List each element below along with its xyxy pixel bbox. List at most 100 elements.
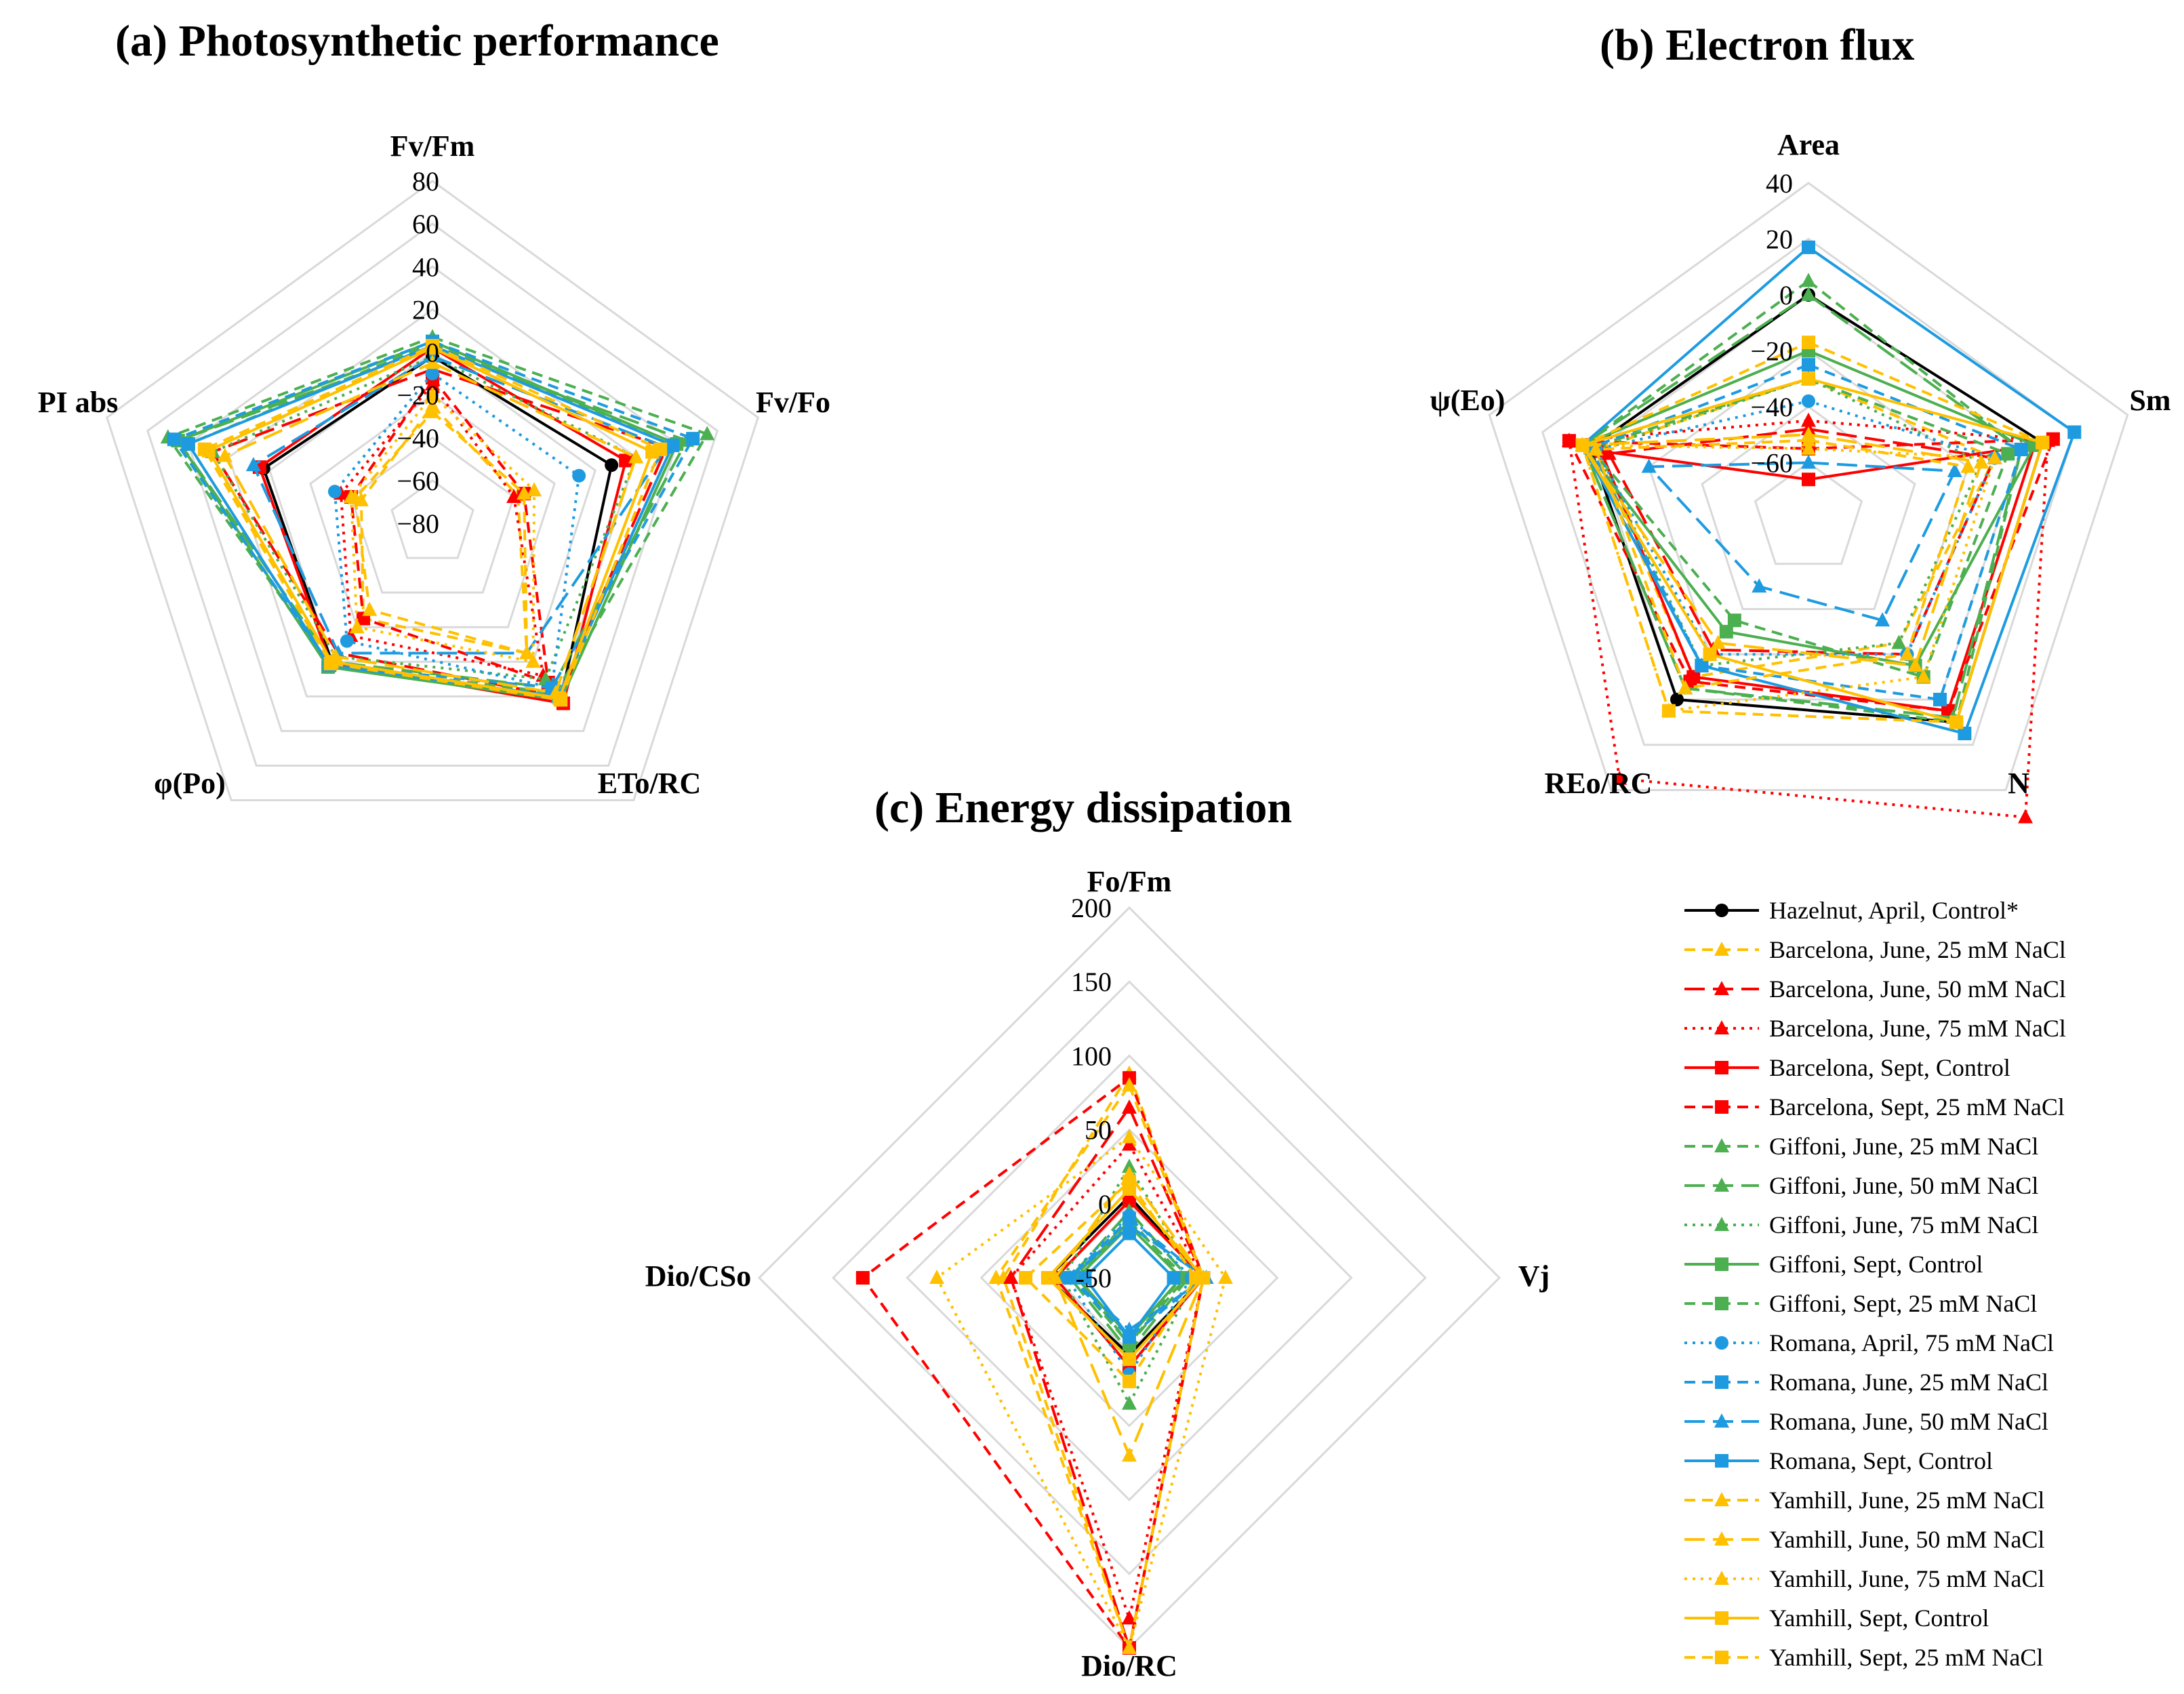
legend-label: Giffoni, Sept, 25 mM NaCl [1769, 1290, 2037, 1317]
legend-item: Giffoni, June, 25 mM NaCl [1684, 1133, 2038, 1160]
data-point [1003, 1270, 1019, 1284]
series-yamhill-june-50-mm-nacl-line [1581, 433, 1983, 667]
data-point [2036, 435, 2050, 449]
legend-marker [1714, 1571, 1729, 1585]
axis-label-area: Area [1777, 128, 1840, 161]
data-point [686, 432, 700, 446]
tick-labels: −80 −60 −40 −20 0 20 40 60 80 [397, 166, 439, 539]
legend-item: Romana, April, 75 mM NaCl [1684, 1329, 2054, 1356]
legend-marker [1714, 1177, 1729, 1192]
data-point [1670, 692, 1684, 706]
tick-label: 0 [426, 338, 439, 368]
data-point [1078, 1271, 1092, 1285]
series-romana-april-75-mm-nacl-line [333, 372, 581, 689]
grid-ring [757, 906, 1501, 1650]
data-point [1949, 715, 1964, 729]
axis-labels: Fo/Fm Vj Dio/RC Dio/CSo [645, 865, 1550, 1682]
series-romana-june-50-mm-nacl [1641, 454, 1962, 627]
series-yamhill-sept-control-line [1581, 377, 2044, 724]
legend-marker [1714, 981, 1729, 995]
tick-label: −40 [1750, 392, 1793, 422]
data-point [1727, 613, 1741, 628]
data-point [1123, 1352, 1136, 1367]
data-point [1588, 441, 1604, 456]
data-point [653, 442, 668, 456]
grid-ring [1754, 461, 1863, 565]
tick-label: −80 [397, 508, 439, 539]
series-romana-june-25-mm-nacl-line [172, 340, 695, 689]
series-romana-june-50-mm-nacl-line [251, 355, 668, 655]
tick-label: 20 [412, 294, 439, 325]
legend-marker [1715, 1651, 1728, 1664]
series-barcelona-sept-25-mm-nacl-line [1567, 437, 2055, 712]
legend-marker [1715, 1061, 1728, 1074]
data-point [1710, 634, 1726, 649]
grid-ring [832, 980, 1427, 1575]
data-point [343, 488, 359, 503]
legend-marker [1714, 1138, 1729, 1152]
legend-label: Giffoni, June, 25 mM NaCl [1769, 1133, 2038, 1160]
legend-marker [1715, 904, 1728, 917]
data-point [1875, 612, 1890, 627]
panel-a-title: (a) Photosynthetic performance [115, 16, 719, 66]
data-point [1802, 394, 1815, 408]
series-yamhill-sept-25-mm-nacl [1019, 1175, 1203, 1388]
data-point [426, 339, 439, 353]
legend-item: Barcelona, June, 25 mM NaCl [1684, 936, 2066, 963]
data-point [181, 437, 195, 451]
series-barcelona-june-75-mm-nacl [333, 376, 551, 682]
axis-label-pi-abs: PI abs [38, 386, 119, 419]
data-point [1123, 1226, 1136, 1241]
series-barcelona-june-25-mm-nacl-line [1594, 377, 1996, 679]
data-point [1916, 668, 1931, 683]
data-point [1801, 273, 1816, 287]
legend-item: Romana, Sept, Control [1684, 1447, 1993, 1474]
legend-item: Giffoni, June, 75 mM NaCl [1684, 1211, 2038, 1238]
series-yamhill-june-75-mm-nacl-line [349, 393, 536, 664]
data-point [425, 403, 440, 418]
axis-label-fv-fo: Fv/Fo [756, 386, 830, 419]
legend-label: Giffoni, June, 50 mM NaCl [1769, 1172, 2038, 1199]
legend-marker [1714, 1217, 1729, 1231]
data-point [929, 1270, 945, 1284]
data-point [988, 1270, 1004, 1284]
data-point [1122, 1136, 1137, 1151]
tick-label: −60 [1750, 448, 1793, 479]
data-point [2046, 432, 2060, 446]
panel-b: (b) Electron flux −60 −40 −20 0 20 40 Area Sm N R… [1430, 20, 2171, 824]
series-barcelona-june-75-mm-nacl-line [339, 382, 545, 677]
axis-label-eto-rc: ETo/RC [598, 767, 701, 800]
data-point [1019, 1271, 1033, 1285]
series-giffoni-june-25-mm-nacl-line [1581, 279, 2023, 724]
legend-marker [1714, 942, 1729, 956]
panel-a: (a) Photosynthetic performance −80 −60 −40… [38, 16, 830, 802]
series-giffoni-sept-control-line [176, 340, 679, 702]
legend-item: Yamhill, Sept, 25 mM NaCl [1684, 1644, 2043, 1671]
data-point [1703, 647, 1717, 662]
data-point [217, 447, 232, 462]
data-point [1802, 472, 1815, 487]
grid-ring [146, 222, 719, 767]
series-yamhill-june-25-mm-nacl [1588, 432, 1976, 695]
series-yamhill-sept-25-mm-nacl [1575, 336, 2050, 729]
series-yamhill-sept-25-mm-nacl-line [1581, 341, 2044, 724]
axis-labels: Area Sm N REo/RC ψ(Eo) [1430, 128, 2171, 800]
data-point [1987, 449, 2002, 464]
tick-label: 150 [1071, 967, 1112, 997]
data-point [1189, 1271, 1203, 1285]
legend-label: Yamhill, Sept, 25 mM NaCl [1769, 1644, 2043, 1671]
series-yamhill-june-25-mm-nacl-line [353, 410, 529, 655]
data-point [1802, 240, 1815, 254]
grid [757, 906, 1501, 1650]
data-point [2018, 809, 2034, 824]
data-point [1960, 458, 1976, 473]
legend-marker [1715, 1611, 1728, 1625]
grid-ring [1701, 405, 1916, 610]
axis-label-po: φ(Po) [154, 767, 226, 800]
data-point [1123, 1330, 1136, 1344]
tick-label: 40 [1766, 168, 1793, 199]
legend-label: Barcelona, June, 25 mM NaCl [1769, 936, 2066, 963]
data-point [1719, 624, 1733, 639]
